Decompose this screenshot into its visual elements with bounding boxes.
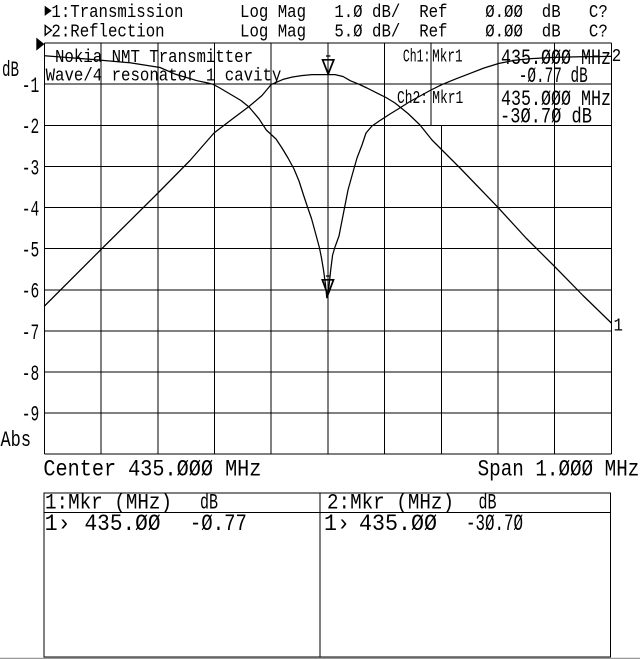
svg-text:-5: -5	[22, 237, 40, 263]
svg-text:Mkr1: Mkr1	[432, 47, 463, 67]
svg-text:2: 2	[612, 47, 621, 67]
svg-text:435.ØØ: 435.ØØ	[359, 510, 437, 537]
svg-text:Nokia NMT Transmitter: Nokia NMT Transmitter	[55, 48, 253, 68]
svg-text:2:Reflection Log Mag: 2:Reflection Log Mag 5.Ø dB/ Ref Ø.ØØ dB…	[51, 22, 607, 42]
svg-text:-3Ø.7Ø dB: -3Ø.7Ø dB	[500, 104, 592, 130]
svg-text:Center 435.ØØØ MHz: Center 435.ØØØ MHz	[43, 456, 261, 483]
svg-text:435.ØØØ MHz: 435.ØØØ MHz	[501, 86, 611, 112]
svg-text:Mkr1: Mkr1	[432, 89, 463, 109]
svg-text:-Ø.77 dB: -Ø.77 dB	[519, 63, 588, 89]
svg-text:-9: -9	[22, 401, 40, 427]
svg-text:-4: -4	[22, 196, 40, 222]
svg-text:dB: dB	[2, 57, 19, 83]
svg-text:Ch1:: Ch1:	[403, 47, 431, 67]
svg-text:435.ØØ: 435.ØØ	[85, 510, 161, 537]
svg-text:-7: -7	[22, 320, 40, 346]
svg-text:Abs: Abs	[1, 427, 32, 453]
svg-text:-3: -3	[22, 155, 40, 181]
svg-text:2:Mkr (MHz): 2:Mkr (MHz)	[327, 489, 454, 515]
svg-text:1›: 1›	[45, 510, 71, 537]
svg-text:-Ø.77: -Ø.77	[190, 510, 247, 537]
svg-text:1: 1	[614, 316, 623, 336]
svg-text:-1: -1	[22, 73, 40, 99]
svg-text:dB: dB	[200, 489, 218, 515]
svg-text:-6: -6	[22, 279, 40, 305]
svg-text:1:Mkr (MHz): 1:Mkr (MHz)	[45, 489, 172, 515]
svg-text:-2: -2	[22, 114, 40, 140]
svg-text:-3Ø.7Ø: -3Ø.7Ø	[466, 510, 523, 537]
svg-text:Wave/4 resonator 1 cavity: Wave/4 resonator 1 cavity	[46, 66, 282, 86]
svg-text:1›: 1›	[324, 510, 350, 537]
svg-text:Span 1.ØØØ MHz: Span 1.ØØØ MHz	[478, 456, 640, 483]
svg-text:dB: dB	[479, 489, 497, 515]
svg-text:1:Transmission Log Mag: 1:Transmission Log Mag 1.Ø dB/ Ref Ø.ØØ …	[51, 3, 607, 23]
svg-text:-8: -8	[22, 361, 40, 387]
